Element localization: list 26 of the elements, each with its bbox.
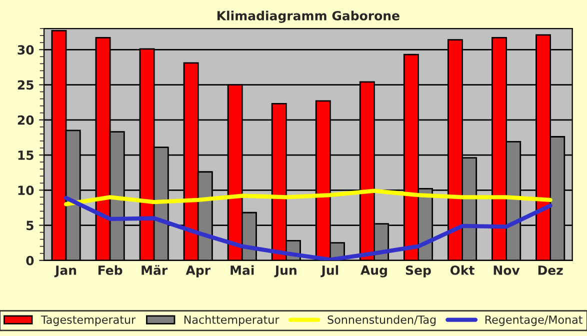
x-tick-label: Aug xyxy=(360,266,387,278)
x-tick-label: Jun xyxy=(274,266,296,278)
legend-label: Tagestemperatur xyxy=(40,316,136,326)
y-tick-label: 25 xyxy=(18,80,34,90)
legend-label: Regentage/Monat xyxy=(485,316,582,326)
line-series xyxy=(64,196,552,260)
x-tick-label: Mai xyxy=(230,265,254,275)
y-tick-label: 0 xyxy=(26,256,34,266)
y-tick-label: 30 xyxy=(18,45,34,55)
x-tick-label: Mär xyxy=(142,265,168,275)
x-tick-label: Feb xyxy=(98,265,122,275)
legend-label: Sonnenstunden/Tag xyxy=(328,315,436,326)
y-tick-label: 5 xyxy=(26,220,34,230)
y-tick-label: 10 xyxy=(18,186,34,196)
x-tick-label: Jan xyxy=(54,266,76,278)
x-tick-label: Nov xyxy=(494,266,520,275)
chart-title: Klimadiagramm Gaborone xyxy=(217,10,400,23)
line-series xyxy=(64,188,552,206)
x-tick-label: Okt xyxy=(450,265,474,275)
x-tick-label: Dez xyxy=(538,266,563,275)
x-tick-label: Apr xyxy=(186,266,210,278)
y-tick-label: 15 xyxy=(18,150,34,160)
y-tick-label: 20 xyxy=(18,115,34,125)
x-tick-label: Sep xyxy=(406,265,431,278)
x-tick-label: Jul xyxy=(320,265,338,278)
legend-label: Nachttemperatur xyxy=(184,315,280,326)
